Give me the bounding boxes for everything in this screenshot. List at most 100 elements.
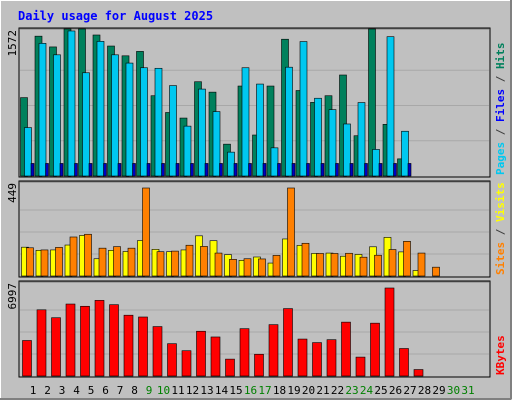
bar-sites-day-27: [403, 241, 411, 277]
bar-kbytes-day-4: [65, 303, 76, 377]
bar-sites-day-10: [156, 251, 165, 277]
bar-files-day-4: [67, 30, 76, 177]
bar-sites-day-20: [301, 242, 310, 277]
bar-pages-day-1: [30, 163, 35, 177]
bar-pages-day-4: [74, 163, 78, 177]
bar-pages-day-15: [233, 163, 238, 177]
bar-files-day-16: [241, 67, 250, 177]
bar-files-day-21: [314, 97, 322, 177]
bar-files-day-13: [198, 88, 206, 177]
legend-entry: Pages: [494, 142, 507, 175]
bar-pages-day-20: [306, 163, 310, 177]
panel-bottom: 6997 KBytes: [6, 280, 507, 378]
bar-kbytes-day-12: [181, 350, 192, 377]
x-tick-label: 4: [73, 384, 80, 397]
bar-files-day-24: [357, 102, 366, 177]
x-tick-label: 25: [374, 384, 387, 397]
bar-files-day-20: [299, 41, 308, 177]
bar-files-day-8: [125, 62, 134, 177]
bar-kbytes-day-24: [355, 356, 366, 377]
legend-entry: KBytes: [494, 335, 507, 375]
bar-pages-day-7: [117, 163, 122, 177]
bar-sites-day-17: [258, 258, 266, 277]
bar-kbytes-day-17: [254, 353, 264, 377]
legend-entry: /: [494, 122, 507, 142]
bar-kbytes-day-5: [80, 305, 90, 377]
bar-files-day-19: [285, 66, 293, 177]
x-tick-label: 22: [331, 384, 344, 397]
bar-pages-day-3: [59, 163, 64, 177]
x-tick-label: 2: [44, 384, 51, 397]
bar-pages-day-23: [349, 163, 354, 177]
bar-sites-day-9: [142, 187, 150, 277]
bar-kbytes-day-16: [239, 328, 250, 377]
bar-sites-day-13: [200, 246, 208, 277]
bar-sites-day-4: [69, 236, 78, 277]
legend-entry: /: [494, 69, 507, 89]
panel-top-ymax-label: 1572: [6, 30, 19, 57]
bar-pages-day-24: [364, 163, 368, 177]
panel-middle-legend: Sites / Visits: [494, 182, 507, 275]
bar-kbytes-day-19: [283, 308, 293, 377]
bar-kbytes-day-9: [138, 316, 148, 377]
bar-files-day-10: [154, 67, 163, 177]
bar-sites-day-26: [388, 249, 397, 277]
legend-entry: Sites: [494, 242, 507, 275]
bar-pages-day-6: [103, 163, 107, 177]
bar-pages-day-5: [88, 163, 93, 177]
bar-files-day-11: [169, 85, 177, 177]
bar-files-day-25: [372, 149, 380, 177]
bar-kbytes-day-20: [297, 338, 308, 377]
bar-sites-day-29: [432, 266, 440, 277]
bar-sites-day-6: [98, 247, 107, 277]
bar-kbytes-day-8: [123, 314, 134, 377]
bar-kbytes-day-13: [196, 330, 206, 377]
x-tick-label: 10: [157, 384, 170, 397]
bar-sites-day-8: [127, 247, 136, 277]
bar-pages-day-8: [132, 163, 136, 177]
bar-sites-day-1: [26, 247, 34, 277]
bar-kbytes-day-26: [384, 287, 395, 377]
bar-pages-day-12: [190, 163, 194, 177]
legend-entry: Files: [494, 89, 507, 122]
bar-sites-day-18: [272, 255, 281, 277]
x-tick-label: 12: [186, 384, 199, 397]
x-tick-label: 11: [171, 384, 184, 397]
bar-pages-day-2: [45, 163, 49, 177]
bar-kbytes-day-28: [413, 369, 424, 377]
bar-kbytes-day-2: [36, 309, 47, 377]
bar-kbytes-day-22: [326, 339, 337, 377]
bar-files-day-7: [111, 54, 119, 177]
bar-sites-day-3: [55, 247, 63, 277]
bar-kbytes-day-7: [109, 304, 119, 377]
bar-files-day-12: [183, 125, 192, 177]
bar-kbytes-day-25: [370, 322, 380, 377]
x-tick-label: 24: [360, 384, 374, 397]
x-tick-label: 26: [389, 384, 402, 397]
panel-bottom-ymax-label: 6997: [6, 283, 19, 310]
x-tick-label: 15: [229, 384, 242, 397]
panel-middle-ymax-label: 449: [6, 183, 19, 203]
bar-sites-day-7: [113, 246, 121, 277]
x-tick-label: 8: [131, 384, 138, 397]
bar-pages-day-18: [277, 163, 281, 177]
bar-hits-day-18: [266, 85, 275, 177]
bar-files-day-22: [328, 109, 337, 177]
bar-sites-day-16: [243, 258, 252, 277]
bar-sites-day-21: [316, 253, 324, 277]
bar-files-day-3: [53, 54, 61, 177]
bar-files-day-5: [82, 72, 90, 177]
bar-kbytes-day-10: [152, 326, 163, 377]
bar-sites-day-25: [374, 254, 382, 277]
bar-files-day-18: [270, 147, 279, 177]
x-tick-label: 29: [432, 384, 445, 397]
x-tick-label: 16: [244, 384, 257, 397]
x-tick-label: 9: [146, 384, 153, 397]
bar-sites-day-2: [40, 249, 49, 277]
bar-kbytes-day-27: [399, 348, 409, 377]
bar-sites-day-23: [345, 252, 353, 277]
x-tick-label: 13: [200, 384, 213, 397]
x-tick-label: 27: [403, 384, 416, 397]
x-tick-label: 28: [418, 384, 431, 397]
bar-pages-day-26: [393, 163, 397, 177]
